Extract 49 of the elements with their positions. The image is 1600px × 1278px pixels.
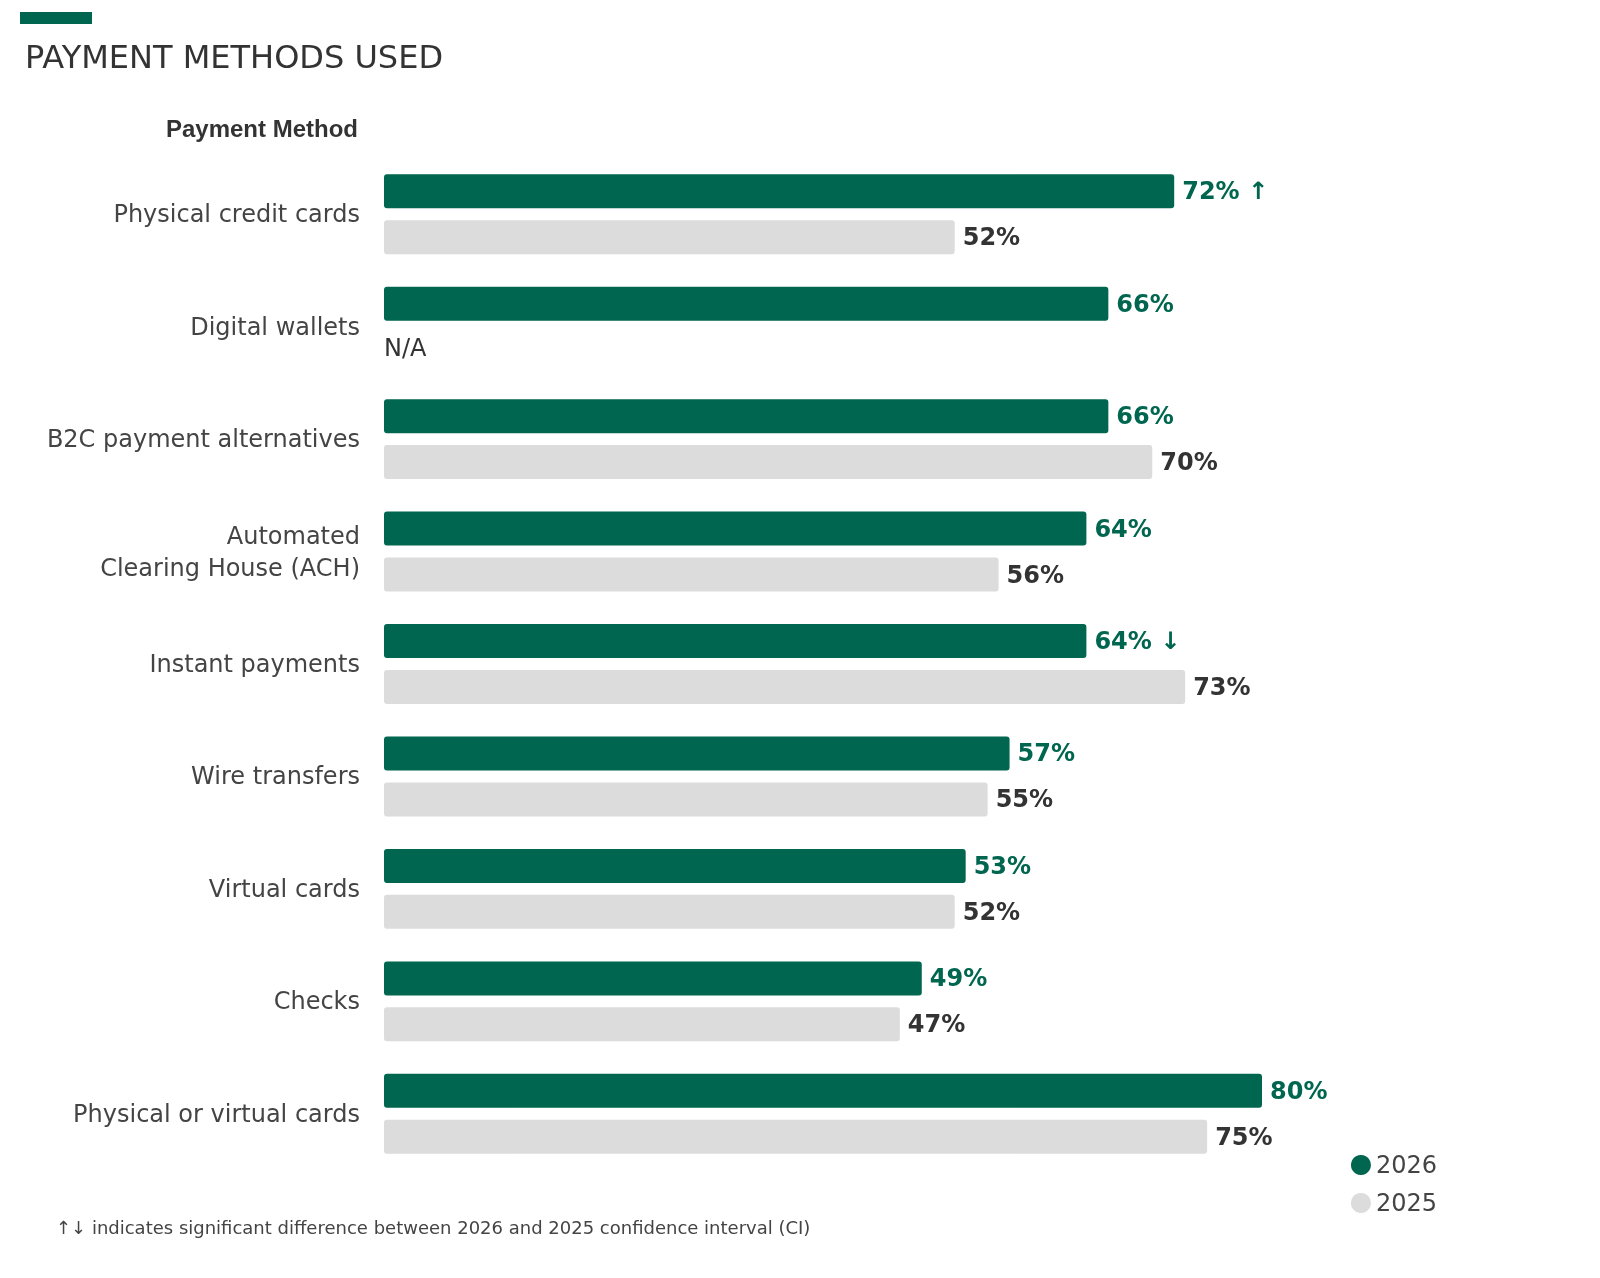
bar: [384, 848, 966, 883]
data-label: 73%: [1193, 672, 1251, 701]
data-label: 66%: [1116, 289, 1174, 318]
data-label: 80%: [1270, 1076, 1328, 1105]
bar: [384, 286, 1109, 321]
text: N/A: [384, 333, 427, 362]
y-tick-label: Virtual cards: [208, 874, 360, 903]
data-label: 55%: [995, 785, 1054, 814]
bar: [384, 445, 1153, 480]
legend-label: 2026: [1375, 1151, 1437, 1179]
y-tick-label: Wire transfers: [191, 762, 360, 791]
data-label: 75%: [1215, 1122, 1273, 1151]
data-label: 52%: [962, 223, 1021, 252]
y-tick-label: Automated Clearing House (ACH): [100, 521, 360, 582]
text: ↑↓ indicates significant difference between 2026 and 2025 confidence interval (CI): [56, 1216, 811, 1238]
y-tick-label: Physical or virtual cards: [73, 1099, 360, 1128]
bar: [384, 961, 922, 996]
data-label: 52%: [962, 897, 1021, 926]
data-label: 72% ↑: [1182, 177, 1269, 206]
bar: [384, 1007, 900, 1042]
bar: [384, 557, 999, 592]
bar: [384, 220, 955, 255]
y-axis-title: Payment Method: [165, 114, 359, 142]
y-tick-label: Digital wallets: [190, 312, 360, 341]
data-label: 49%: [929, 964, 988, 993]
bar: [384, 894, 955, 929]
data-label: 70%: [1160, 448, 1218, 477]
bar: [384, 174, 1175, 209]
bar: [384, 736, 1010, 771]
bar: [384, 511, 1087, 546]
data-label: 53%: [973, 851, 1032, 880]
y-tick-label: Instant payments: [149, 650, 360, 678]
data-label: 47%: [907, 1010, 966, 1039]
data-label: 66%: [1116, 402, 1174, 431]
data-label: 64%: [1094, 514, 1152, 543]
y-tick-label: Physical credit cards: [113, 200, 360, 229]
bar: [384, 1073, 1262, 1108]
data-label: 64% ↓: [1094, 627, 1181, 656]
chart-title: PAYMENT METHODS USED: [25, 38, 444, 76]
legend-label: 2025: [1375, 1189, 1437, 1217]
bar: [384, 399, 1109, 434]
bar: [384, 624, 1087, 659]
y-tick-label: Checks: [273, 987, 360, 1016]
data-label: 56%: [1006, 560, 1065, 589]
y-tick-label: B2C payment alternatives: [46, 425, 360, 454]
bar: [384, 1119, 1208, 1154]
bar: [384, 782, 988, 817]
bar: [384, 669, 1186, 704]
data-label: 57%: [1017, 739, 1076, 768]
